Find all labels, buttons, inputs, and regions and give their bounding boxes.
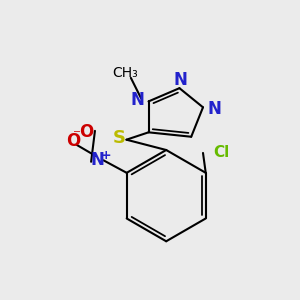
Text: O: O <box>66 132 81 150</box>
Text: N: N <box>174 71 188 89</box>
Text: N: N <box>208 100 222 118</box>
Text: N: N <box>130 91 144 109</box>
Text: Cl: Cl <box>213 146 230 160</box>
Text: CH₃: CH₃ <box>112 66 138 80</box>
Text: ⁻: ⁻ <box>73 127 81 142</box>
Text: S: S <box>112 129 126 147</box>
Text: +: + <box>100 148 111 161</box>
Text: N: N <box>90 151 104 169</box>
Text: O: O <box>80 123 94 141</box>
